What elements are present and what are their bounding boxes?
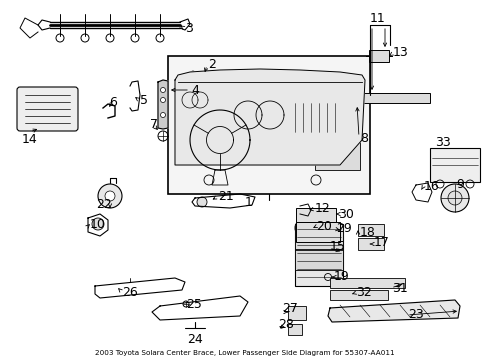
Circle shape — [190, 71, 196, 77]
Text: 11: 11 — [369, 12, 385, 24]
Bar — [368, 50, 388, 62]
Text: 2003 Toyota Solara Center Brace, Lower Passenger Side Diagram for 55307-AA011: 2003 Toyota Solara Center Brace, Lower P… — [95, 350, 393, 356]
Bar — [168, 56, 369, 194]
Bar — [295, 222, 339, 242]
Text: 33: 33 — [434, 136, 450, 149]
Bar — [294, 250, 342, 270]
Bar — [295, 208, 335, 222]
Text: 28: 28 — [278, 319, 293, 332]
Circle shape — [92, 218, 104, 230]
Text: 20: 20 — [315, 220, 331, 233]
Bar — [345, 93, 429, 103]
Polygon shape — [158, 80, 168, 129]
Text: 26: 26 — [122, 285, 138, 298]
Text: 6: 6 — [109, 95, 117, 108]
Circle shape — [98, 184, 122, 208]
Text: 16: 16 — [423, 180, 439, 193]
Bar — [357, 238, 383, 250]
Bar — [357, 224, 383, 236]
Text: 2: 2 — [207, 58, 215, 71]
Text: 14: 14 — [22, 133, 38, 146]
Text: 12: 12 — [314, 202, 330, 215]
Circle shape — [160, 98, 165, 103]
Text: 1: 1 — [244, 196, 252, 209]
Text: 10: 10 — [90, 217, 106, 230]
Text: 27: 27 — [282, 302, 297, 315]
Text: 25: 25 — [185, 298, 202, 311]
Text: 18: 18 — [359, 226, 375, 239]
Bar — [287, 324, 302, 335]
Text: 8: 8 — [359, 131, 367, 144]
Bar — [294, 224, 342, 286]
Text: 22: 22 — [96, 198, 112, 211]
Text: 17: 17 — [373, 237, 389, 249]
Circle shape — [105, 191, 115, 201]
FancyBboxPatch shape — [17, 87, 78, 131]
Polygon shape — [175, 69, 364, 165]
Circle shape — [440, 184, 468, 212]
Circle shape — [160, 87, 165, 93]
Text: 32: 32 — [355, 285, 371, 298]
Text: 23: 23 — [407, 307, 423, 320]
Text: 24: 24 — [187, 333, 203, 346]
Circle shape — [197, 197, 206, 207]
Bar — [329, 278, 404, 288]
Text: 30: 30 — [337, 207, 353, 220]
Bar — [289, 100, 345, 135]
Bar — [294, 224, 342, 249]
Text: 21: 21 — [218, 189, 233, 202]
Bar — [314, 140, 359, 170]
Bar — [429, 148, 479, 182]
Bar — [329, 290, 387, 300]
Circle shape — [294, 219, 312, 237]
Text: 15: 15 — [329, 240, 345, 253]
Bar — [287, 306, 305, 320]
Text: 31: 31 — [391, 282, 407, 294]
Polygon shape — [327, 300, 459, 322]
Text: 7: 7 — [150, 117, 158, 130]
Circle shape — [447, 191, 461, 205]
Circle shape — [160, 112, 165, 117]
Text: 29: 29 — [335, 221, 351, 234]
Text: 5: 5 — [140, 94, 148, 107]
Text: 4: 4 — [191, 84, 199, 96]
Text: 19: 19 — [333, 270, 349, 283]
Text: 3: 3 — [184, 22, 192, 35]
Circle shape — [299, 224, 307, 232]
Text: 9: 9 — [455, 179, 463, 192]
Text: 13: 13 — [392, 46, 408, 59]
